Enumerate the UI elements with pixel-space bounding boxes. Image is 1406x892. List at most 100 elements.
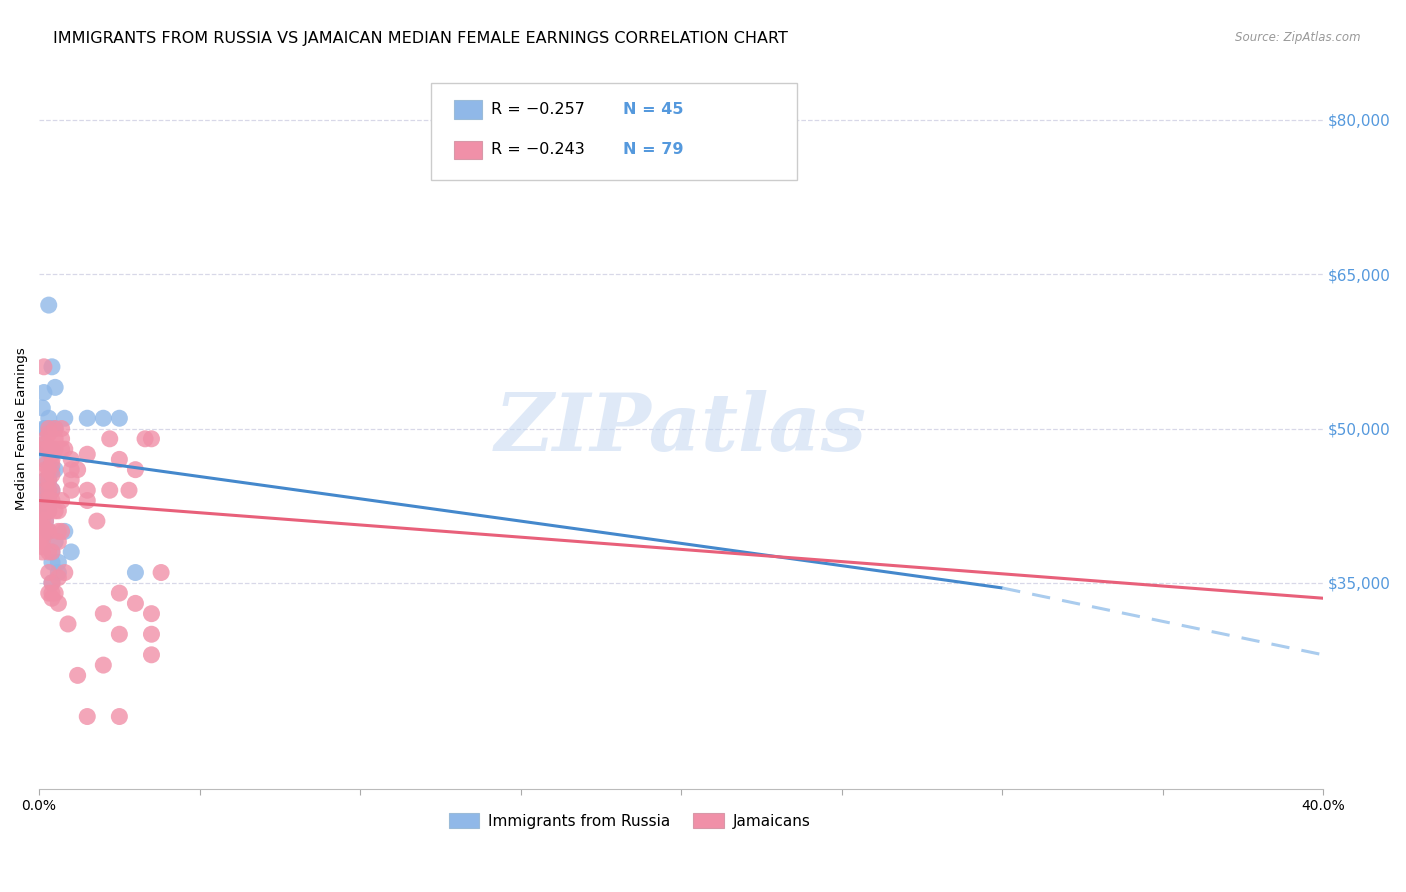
Point	[141, 648, 163, 662]
Point	[38, 421, 60, 435]
Point	[91, 658, 114, 673]
Point	[34, 493, 56, 508]
Point	[41, 359, 63, 374]
Point	[53, 411, 76, 425]
Point	[141, 627, 163, 641]
Point	[44, 534, 66, 549]
Point	[48, 504, 70, 518]
Bar	[454, 100, 482, 119]
Point	[34, 458, 56, 472]
Point	[108, 586, 131, 600]
Point	[76, 483, 98, 498]
Point	[34, 473, 56, 487]
Point	[38, 426, 60, 441]
Point	[141, 607, 163, 621]
Point	[44, 380, 66, 394]
Point	[41, 442, 63, 456]
FancyBboxPatch shape	[430, 83, 797, 180]
Point	[86, 514, 108, 528]
Text: N = 79: N = 79	[623, 143, 683, 157]
Point	[38, 411, 60, 425]
Point	[38, 442, 60, 456]
Point	[31, 483, 53, 498]
Point	[44, 586, 66, 600]
Point	[108, 452, 131, 467]
Point	[44, 463, 66, 477]
Point	[76, 411, 98, 425]
Point	[38, 493, 60, 508]
Point	[53, 442, 76, 456]
Point	[34, 504, 56, 518]
Point	[34, 493, 56, 508]
Point	[91, 607, 114, 621]
Text: Source: ZipAtlas.com: Source: ZipAtlas.com	[1236, 31, 1361, 45]
Point	[38, 483, 60, 498]
Bar	[454, 141, 482, 160]
Point	[38, 473, 60, 487]
Point	[34, 504, 56, 518]
Point	[124, 566, 146, 580]
Point	[53, 524, 76, 539]
Point	[48, 596, 70, 610]
Point	[32, 385, 55, 400]
Point	[51, 442, 73, 456]
Point	[118, 483, 141, 498]
Point	[44, 421, 66, 435]
Point	[41, 493, 63, 508]
Text: R = −0.257: R = −0.257	[491, 102, 585, 117]
Point	[41, 555, 63, 569]
Point	[31, 519, 53, 533]
Point	[48, 534, 70, 549]
Point	[51, 493, 73, 508]
Point	[150, 566, 173, 580]
Text: IMMIGRANTS FROM RUSSIA VS JAMAICAN MEDIAN FEMALE EARNINGS CORRELATION CHART: IMMIGRANTS FROM RUSSIA VS JAMAICAN MEDIA…	[53, 31, 789, 46]
Point	[38, 298, 60, 312]
Point	[32, 359, 55, 374]
Point	[134, 432, 156, 446]
Point	[34, 514, 56, 528]
Point	[38, 504, 60, 518]
Point	[31, 540, 53, 554]
Point	[38, 483, 60, 498]
Point	[34, 463, 56, 477]
Point	[48, 555, 70, 569]
Point	[48, 571, 70, 585]
Point	[124, 596, 146, 610]
Text: ZIPatlas: ZIPatlas	[495, 390, 868, 467]
Point	[41, 442, 63, 456]
Point	[34, 473, 56, 487]
Point	[56, 616, 79, 631]
Point	[31, 488, 53, 502]
Point	[41, 483, 63, 498]
Point	[31, 401, 53, 415]
Point	[60, 473, 83, 487]
Point	[38, 545, 60, 559]
Point	[32, 452, 55, 467]
Point	[31, 504, 53, 518]
Point	[31, 534, 53, 549]
Point	[98, 432, 121, 446]
Point	[38, 586, 60, 600]
Point	[34, 437, 56, 451]
Point	[34, 524, 56, 539]
Point	[38, 421, 60, 435]
Point	[41, 483, 63, 498]
Y-axis label: Median Female Earnings: Median Female Earnings	[15, 347, 28, 510]
Point	[38, 463, 60, 477]
Point	[66, 463, 89, 477]
Point	[108, 411, 131, 425]
Point	[41, 421, 63, 435]
Point	[34, 432, 56, 446]
Point	[48, 566, 70, 580]
Point	[53, 566, 76, 580]
Point	[60, 545, 83, 559]
Point	[31, 529, 53, 543]
Point	[108, 627, 131, 641]
Point	[41, 591, 63, 606]
Point	[38, 473, 60, 487]
Point	[60, 483, 83, 498]
Text: R = −0.243: R = −0.243	[491, 143, 585, 157]
Point	[38, 504, 60, 518]
Point	[51, 432, 73, 446]
Point	[51, 421, 73, 435]
